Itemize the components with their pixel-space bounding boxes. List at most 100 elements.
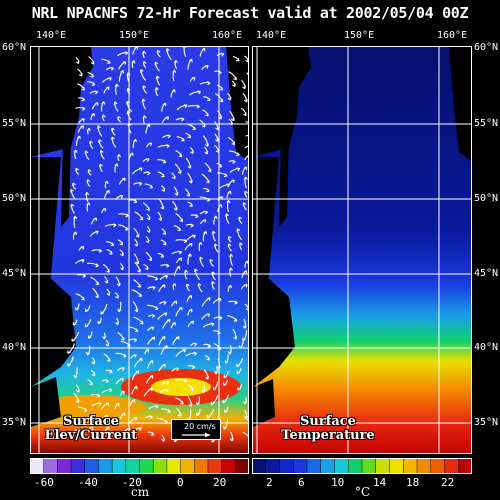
elevation-current-panel: Surface Elev/Current [30,46,249,454]
current-vector-head [154,87,159,91]
current-vector-head [152,285,156,290]
current-vector-head [217,346,221,351]
current-vector-head [175,367,180,372]
reference-vector-box: 20 cm/s [171,419,221,440]
current-vector-head [220,52,225,57]
current-vector-head [86,202,91,206]
current-vector-head [141,98,146,103]
current-vector-head [188,295,193,299]
current-vector-head [219,196,224,200]
current-vector-head [149,415,153,420]
current-vector-head [121,366,125,371]
current-vector-head [182,47,187,48]
colorbar-swatch [279,458,294,474]
current-vector-head [188,308,193,313]
current-vector-head [107,60,111,64]
current-vector-head [211,271,216,275]
current-vector [245,121,248,123]
current-vector-head [215,126,219,131]
current-vector-head [154,61,159,66]
current-vector-head [165,380,170,385]
current-vector-head [204,210,208,215]
current-vector-head [135,260,140,265]
current-vector-head [73,149,78,153]
current-vector-head [223,374,228,379]
current-vector-head [242,85,246,90]
current-vector-head [108,77,112,81]
current-vector-head [91,82,96,86]
colorbar-swatch [207,458,223,474]
current-vector-head [232,83,236,87]
current-vector-head [67,363,71,367]
current-vector-head [223,409,228,413]
current-vector-head [138,293,143,297]
current-vector-head [238,216,242,221]
current-vector-head [167,409,171,414]
current-vector-head [185,283,190,288]
current-vector-head [133,138,138,143]
current-vector-head [119,241,124,246]
temperature-map-svg [253,47,471,453]
current-vector-head [154,306,159,311]
current-vector-head [225,213,229,217]
current-vector-head [192,234,196,239]
elev-unit: cm [131,485,150,499]
current-vector-head [243,176,248,180]
current-vector-head [142,85,147,89]
current-vector-head [160,254,165,258]
current-vector-head [126,72,131,76]
colorbar-swatch [417,458,432,474]
current-vector-head [217,330,221,335]
current-vector-head [207,343,211,348]
current-vector-head [121,337,125,341]
right-label-line2: Temperature [281,428,375,443]
colorbar-swatch [235,458,249,474]
current-vector-head [84,150,89,154]
current-vector-head [121,390,125,395]
current-vector-head [95,102,99,106]
colorbar-swatch [139,458,154,474]
current-vector-head [183,238,188,243]
current-vector-head [145,266,149,270]
colorbar-swatch [389,458,404,474]
current-vector-head [219,98,224,103]
elev-tick-m60: -60 [34,476,54,489]
current-vector-head [161,173,165,178]
current-vector-head [101,101,106,105]
current-vector-head [206,414,211,419]
current-vector-head [149,387,153,392]
current-vector-head [110,242,115,247]
current-vector-head [243,270,247,274]
current-vector-head [243,415,248,419]
sst-tick-6: 6 [298,476,305,489]
current-vector-head [98,401,102,406]
current-vector-head [124,226,129,231]
current-vector-head [86,127,91,132]
current-vector-head [233,336,238,340]
lat-label-right-50: 50°N [474,193,499,204]
current-vector-head [131,399,136,403]
current-vector-head [91,372,96,377]
current-vector-head [219,87,224,91]
colorbar-swatch [112,458,127,474]
current-vectors [67,47,248,443]
current-vector-head [207,297,211,301]
current-vector-head [73,215,78,219]
current-vector-head [227,235,232,240]
current-vector-head [224,173,228,178]
current-vector-head [176,265,181,270]
current-vector-head [178,413,182,417]
current-vector-head [81,97,85,102]
current-vector-head [122,177,126,182]
current-vector-head [73,374,78,379]
current-vector-head [115,402,120,407]
current-vector-head [233,318,238,322]
colorbar-swatch [84,458,99,474]
current-vector-head [106,189,110,194]
sst-grid-lines [253,47,471,453]
current-vector-head [165,388,169,393]
current-vector-head [166,318,171,323]
current-vector-head [155,75,160,80]
lat-label-right-40: 40°N [474,342,499,353]
sst-land-coast [253,157,279,287]
